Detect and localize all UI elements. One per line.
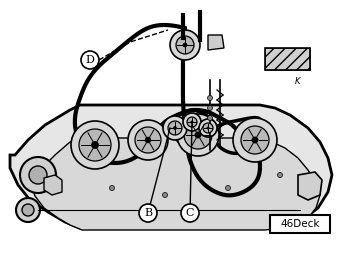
Circle shape <box>135 127 161 153</box>
Circle shape <box>184 121 212 149</box>
Circle shape <box>233 118 277 162</box>
Circle shape <box>208 116 212 120</box>
Circle shape <box>81 51 99 69</box>
Polygon shape <box>44 175 62 195</box>
Polygon shape <box>298 172 322 200</box>
Circle shape <box>16 198 40 222</box>
Circle shape <box>163 116 187 140</box>
Circle shape <box>191 121 193 123</box>
Circle shape <box>208 105 212 110</box>
Circle shape <box>170 30 200 60</box>
Circle shape <box>174 126 177 130</box>
Circle shape <box>139 204 157 222</box>
Circle shape <box>128 120 168 160</box>
Circle shape <box>163 193 167 198</box>
Circle shape <box>176 36 194 54</box>
Circle shape <box>109 185 115 190</box>
Text: 46Deck: 46Deck <box>280 219 320 229</box>
Bar <box>265 48 310 70</box>
Circle shape <box>241 126 269 154</box>
Text: C: C <box>186 208 194 218</box>
Circle shape <box>91 141 99 149</box>
Circle shape <box>79 129 111 161</box>
Text: B: B <box>144 208 152 218</box>
Circle shape <box>29 166 47 184</box>
Circle shape <box>183 113 201 131</box>
Circle shape <box>199 119 217 137</box>
Circle shape <box>252 137 258 143</box>
Bar <box>265 48 310 70</box>
Circle shape <box>208 96 212 101</box>
Polygon shape <box>208 35 224 50</box>
Circle shape <box>195 132 201 138</box>
Circle shape <box>207 127 209 129</box>
Circle shape <box>22 204 34 216</box>
Circle shape <box>20 157 56 193</box>
Text: K: K <box>295 76 301 86</box>
Polygon shape <box>10 105 332 228</box>
Circle shape <box>168 121 182 135</box>
Circle shape <box>181 204 199 222</box>
Circle shape <box>187 117 197 127</box>
Circle shape <box>203 123 213 133</box>
Text: D: D <box>86 55 94 65</box>
Polygon shape <box>30 138 320 230</box>
Circle shape <box>145 137 151 143</box>
Bar <box>270 215 330 233</box>
Circle shape <box>278 172 282 178</box>
Circle shape <box>177 114 219 156</box>
Circle shape <box>225 185 231 190</box>
Circle shape <box>183 43 187 47</box>
Circle shape <box>71 121 119 169</box>
